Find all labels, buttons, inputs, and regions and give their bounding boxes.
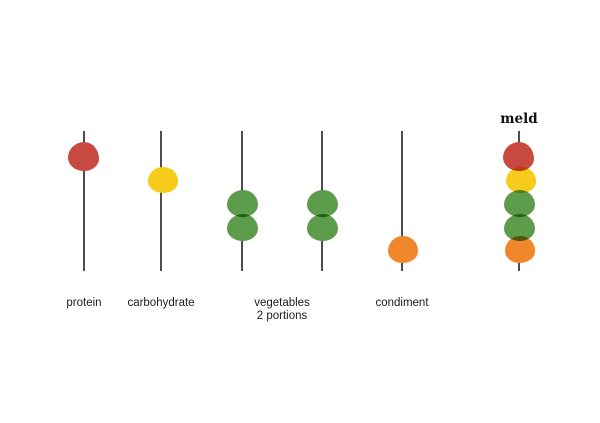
green-bead (306, 189, 338, 217)
red-bead (67, 141, 99, 171)
label-meld: meld (500, 111, 538, 127)
yellow-bead (148, 167, 178, 193)
label-protein: protein (66, 297, 102, 309)
label-condiment: condiment (375, 297, 429, 309)
rod-line (401, 131, 403, 271)
label-vegetables-a: vegetables 2 portions (254, 297, 310, 322)
green-bead (226, 213, 258, 241)
orange-bead (505, 235, 535, 263)
label-carbohydrate: carbohydrate (127, 297, 195, 309)
green-bead (306, 213, 338, 241)
green-bead (226, 189, 258, 217)
yellow-bead (506, 167, 536, 193)
rod-line (160, 131, 162, 271)
green-bead (503, 189, 535, 217)
rod-line (83, 131, 85, 271)
orange-bead (388, 235, 418, 263)
red-bead (502, 141, 534, 171)
